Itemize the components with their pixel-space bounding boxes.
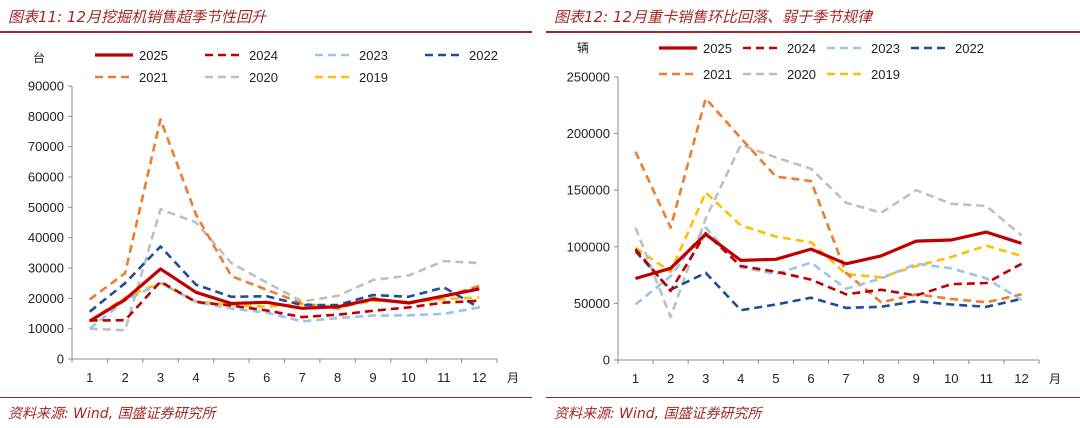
- right-series-2025-line: [635, 230, 1022, 281]
- right-x-tick-label: 11: [980, 371, 994, 386]
- right-x-unit-label: 月: [1049, 372, 1061, 386]
- left-y-tick-label: 20000: [28, 291, 64, 306]
- left-y-tick-label: 40000: [28, 230, 64, 245]
- left-legend-label-2019: 2019: [359, 70, 388, 85]
- left-y-tick-label: 0: [57, 352, 64, 367]
- left-series-2020-line: [89, 207, 480, 332]
- left-x-tick-label: 10: [401, 370, 415, 385]
- left-x-unit-label: 月: [507, 371, 519, 385]
- right-x-tick-label: 8: [878, 371, 885, 386]
- left-legend-label-2023: 2023: [359, 48, 388, 63]
- right-x-tick-label: 1: [632, 371, 639, 386]
- right-legend-label-2022: 2022: [955, 41, 984, 56]
- left-x-tick-label: 8: [334, 370, 341, 385]
- right-series-2020-line: [634, 143, 1023, 319]
- left-y-unit-label: 台: [33, 50, 45, 65]
- right-legend-label-2025: 2025: [703, 41, 732, 56]
- left-title-rule: [0, 31, 532, 33]
- right-legend-label-2020: 2020: [787, 67, 816, 82]
- right-title-rule: [546, 31, 1080, 33]
- right-x-tick-label: 6: [807, 371, 814, 386]
- left-source-rule: [0, 397, 532, 398]
- right-y-tick-label: 0: [603, 353, 610, 368]
- left-legend-label-2021: 2021: [139, 70, 168, 85]
- left-line-chart: 0 10000 20000 30000 40000 50000 60000 70000 8000…: [28, 48, 519, 385]
- right-x-tick-label: 4: [737, 371, 744, 386]
- right-x-tick-label: 2: [667, 371, 674, 386]
- right-x-tick-label: 10: [944, 371, 958, 386]
- left-legend-label-2020: 2020: [249, 70, 278, 85]
- left-x-tick-label: 9: [369, 370, 376, 385]
- right-legend-label-2024: 2024: [787, 41, 816, 56]
- right-series-2023-line: [634, 226, 1023, 306]
- right-y-tick-label: 50000: [574, 296, 610, 311]
- right-y-tick-label: 100000: [567, 239, 610, 254]
- right-x-tick-label: 7: [842, 371, 849, 386]
- right-source-note: 资料来源: Wind, 国盛证券研究所: [554, 406, 762, 422]
- left-y-tick-label: 70000: [28, 139, 64, 154]
- left-chart-title: 图表11: 12月挖掘机销售超季节性回升: [8, 8, 266, 26]
- right-series-2024-line: [634, 231, 1023, 297]
- right-chart-title: 图表12: 12月重卡销售环比回落、弱于季节规律: [554, 8, 872, 26]
- right-x-tick-label: 12: [1014, 371, 1028, 386]
- right-series-2021-line: [634, 97, 1022, 304]
- left-y-tick-label: 60000: [28, 170, 64, 185]
- left-x-tick-label: 4: [192, 370, 199, 385]
- left-x-tick-label: 1: [86, 370, 93, 385]
- left-y-tick-label: 10000: [28, 321, 64, 336]
- left-legend-label-2025: 2025: [139, 48, 168, 63]
- right-chart-panel: 图表12: 12月重卡销售环比回落、弱于季节规律 0 50000 100000 150…: [546, 0, 1080, 428]
- right-legend-label-2021: 2021: [703, 67, 732, 82]
- left-x-tick-label: 12: [472, 370, 486, 385]
- left-legend-label-2024: 2024: [249, 48, 278, 63]
- left-chart-panel: 图表11: 12月挖掘机销售超季节性回升 0 10000 20000 30000 400…: [0, 0, 532, 428]
- right-y-tick-label: 200000: [567, 126, 610, 141]
- right-y-unit-label: 辆: [577, 41, 589, 55]
- left-x-tick-label: 5: [228, 370, 235, 385]
- right-source-rule: [546, 397, 1080, 398]
- right-y-tick-label: 250000: [567, 70, 610, 85]
- right-x-tick-label: 9: [913, 371, 920, 386]
- left-series-2024-line: [89, 280, 480, 322]
- right-y-tick-label: 150000: [567, 183, 610, 198]
- left-legend-label-2022: 2022: [469, 48, 498, 63]
- left-x-tick-label: 7: [299, 370, 306, 385]
- left-series-2025-line: [88, 267, 480, 323]
- left-x-tick-label: 11: [437, 370, 451, 385]
- left-series-2023-line: [88, 281, 480, 330]
- right-legend-label-2023: 2023: [871, 41, 900, 56]
- left-y-tick-label: 90000: [28, 79, 64, 94]
- left-x-tick-label: 2: [122, 370, 129, 385]
- left-source-note: 资料来源: Wind, 国盛证券研究所: [8, 406, 216, 422]
- left-y-tick-label: 50000: [28, 200, 64, 215]
- left-x-tick-label: 3: [157, 370, 164, 385]
- right-x-tick-label: 3: [702, 371, 709, 386]
- left-x-tick-label: 6: [263, 370, 270, 385]
- right-series-2022-line: [634, 250, 1022, 312]
- right-x-tick-label: 5: [772, 371, 779, 386]
- left-series-2022-line: [88, 245, 480, 313]
- left-y-tick-label: 80000: [28, 109, 64, 124]
- right-legend-label-2019: 2019: [871, 67, 900, 82]
- left-y-tick-label: 30000: [28, 261, 64, 276]
